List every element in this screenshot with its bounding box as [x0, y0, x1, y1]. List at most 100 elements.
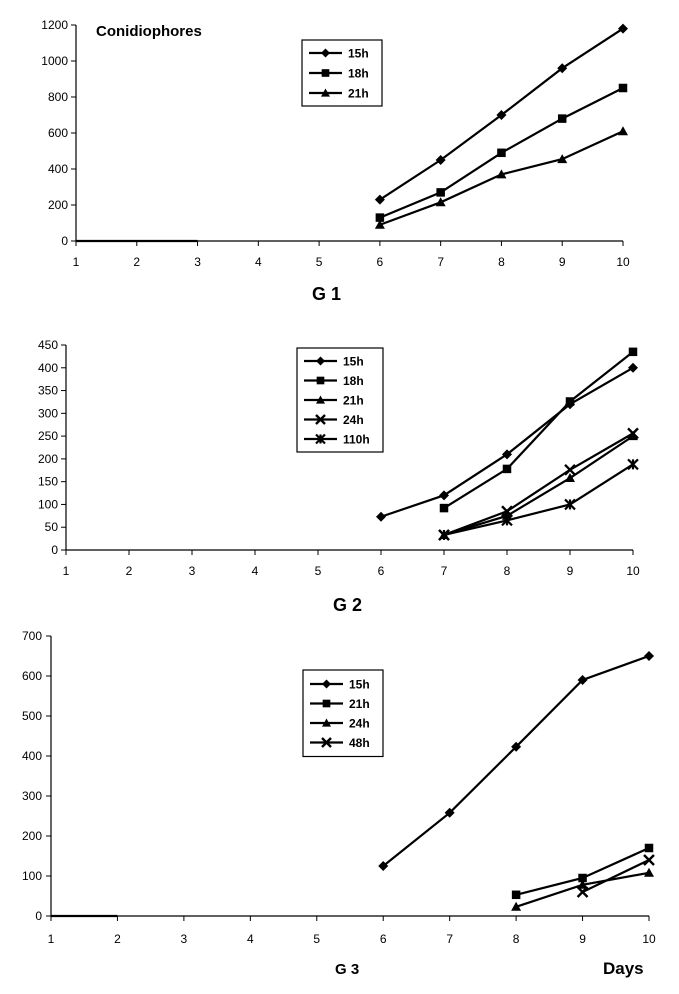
data-point [511, 890, 521, 900]
x-tick-label: 3 [194, 255, 201, 269]
x-tick-label: 9 [579, 932, 586, 946]
data-point [375, 213, 385, 222]
data-point [643, 854, 655, 866]
x-tick-label: 3 [189, 564, 196, 578]
data-point [644, 843, 654, 853]
data-point [502, 464, 512, 474]
data-point [444, 807, 455, 818]
legend-label: 110h [343, 433, 370, 447]
legend-marker [316, 356, 325, 366]
days-axis-label: Days [603, 959, 644, 978]
x-tick-label: 2 [114, 932, 121, 946]
chart-panel-g1: 0 200 400 600 800 1000 1200 1 2 3 4 5 6 7 8 9 10 Conidiop… [41, 18, 630, 304]
x-tick-label: 8 [504, 564, 511, 578]
y-tick-label: 150 [38, 475, 58, 489]
x-tick-label: 10 [642, 932, 656, 946]
x-tick-label: 6 [380, 932, 387, 946]
data-point [627, 427, 639, 440]
legend-label: 21h [348, 87, 369, 101]
data-point [496, 110, 507, 120]
legend-label: 24h [349, 717, 370, 731]
data-point [644, 867, 654, 877]
legend-label: 48h [349, 736, 370, 750]
series-line [443, 432, 634, 536]
data-point [577, 879, 588, 889]
series-line [443, 435, 634, 537]
y-tick-label: 0 [51, 543, 58, 557]
data-point [439, 490, 449, 501]
y-tick-label: 200 [38, 452, 58, 466]
y-tick-label: 400 [48, 162, 68, 176]
legend-label: 15h [349, 678, 370, 692]
data-point [564, 463, 576, 476]
x-tick-label: 8 [513, 932, 520, 946]
x-tick-label: 7 [437, 255, 444, 269]
data-point [502, 449, 512, 460]
x-tick-label: 7 [441, 564, 448, 578]
x-tick-label: 1 [48, 932, 55, 946]
x-tick-label: 4 [252, 564, 259, 578]
x-tick-label: 8 [498, 255, 505, 269]
data-point [628, 362, 638, 373]
data-point [374, 219, 385, 229]
data-point [435, 155, 446, 165]
series-24h [438, 427, 639, 541]
series-24h [511, 867, 654, 911]
data-point [565, 473, 575, 483]
y-tick-label: 600 [48, 126, 68, 140]
x-tick-label: 6 [378, 564, 385, 578]
legend-label: 21h [349, 697, 370, 711]
y-tick-label: 350 [38, 384, 58, 398]
x-tick-label: 6 [377, 255, 384, 269]
data-point [618, 23, 628, 34]
data-point [438, 529, 450, 541]
series-48h [576, 854, 655, 898]
data-point [565, 397, 575, 406]
y-tick-label: 300 [22, 789, 42, 803]
legend-label: 15h [348, 47, 369, 61]
chart-title: Conidiophores [96, 23, 202, 40]
chart-panel-g3: 0 100 200 300 400 500 600 700 1 2 3 4 5 6 7 8 9 10 G 3 15h 2… [22, 629, 656, 978]
legend-marker [315, 433, 326, 445]
series-15h [376, 362, 638, 522]
y-tick-label: 800 [48, 90, 68, 104]
series-15h [76, 23, 628, 243]
series-21h [511, 843, 654, 900]
y-tick-label: 1000 [41, 54, 68, 68]
legend-label: 24h [343, 413, 364, 427]
panel-label: G 1 [312, 284, 341, 304]
chart-panel-g2: 0 50 100 150 200 250 300 350 400 450 1 2 3 4 5 6 7 8 9 10 G … [38, 338, 640, 615]
y-tick-label: 200 [48, 198, 68, 212]
series-18h [439, 347, 638, 513]
x-tick-label: 9 [567, 564, 574, 578]
y-tick-label: 700 [22, 629, 42, 643]
data-point [618, 83, 628, 93]
data-point [627, 458, 639, 471]
data-point [501, 514, 513, 527]
x-tick-label: 10 [616, 255, 630, 269]
data-point [511, 741, 522, 752]
data-point [644, 651, 654, 661]
data-point [439, 503, 449, 513]
data-point [378, 861, 389, 871]
x-tick-label: 5 [315, 564, 322, 578]
series-110h [438, 458, 639, 541]
legend-label: 18h [348, 67, 369, 81]
legend-box [296, 347, 384, 453]
y-tick-label: 300 [38, 406, 58, 420]
legend-marker [322, 699, 331, 708]
legend-marker [316, 376, 325, 385]
x-tick-label: 1 [73, 255, 80, 269]
y-tick-label: 600 [22, 669, 42, 683]
x-tick-label: 5 [313, 932, 320, 946]
y-tick-label: 500 [22, 709, 42, 723]
series-line [382, 654, 650, 867]
panel-label: G 2 [333, 595, 362, 615]
data-point [578, 873, 587, 883]
y-tick-label: 1200 [41, 18, 68, 32]
data-point [557, 154, 568, 164]
series-18h [375, 83, 628, 222]
data-point [496, 169, 507, 179]
y-tick-label: 200 [22, 829, 42, 843]
